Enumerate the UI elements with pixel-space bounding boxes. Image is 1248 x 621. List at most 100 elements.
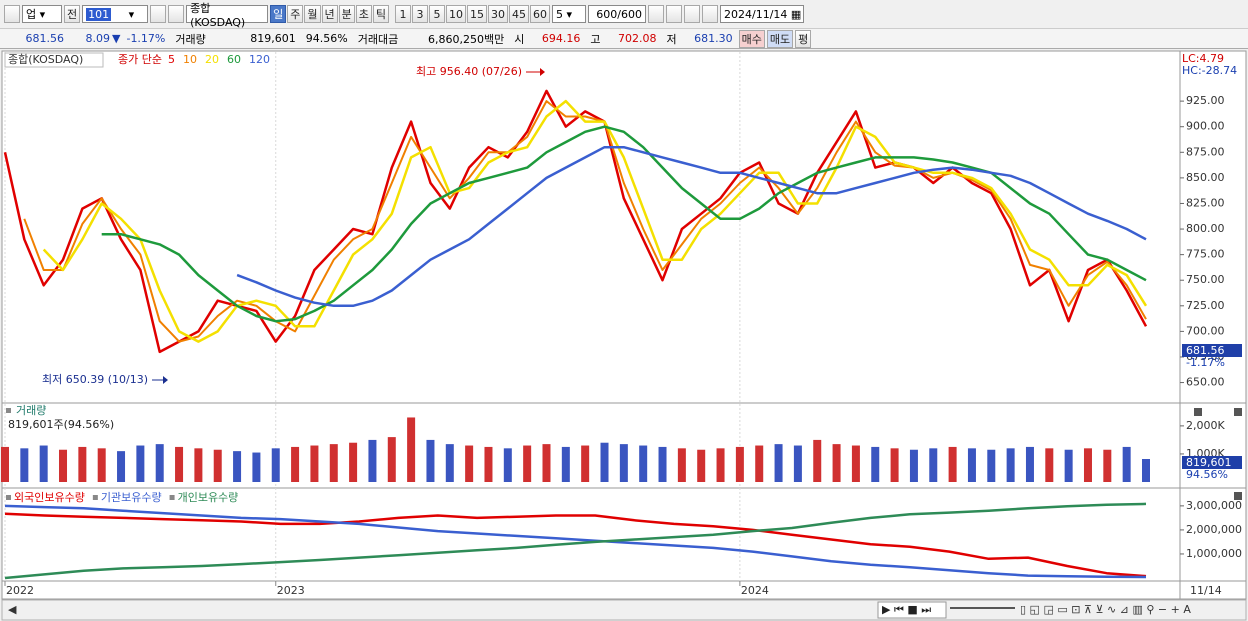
volume-bar [368, 439, 377, 482]
volume-bar [291, 446, 300, 482]
date-input[interactable]: 2024/11/14 ▦ [720, 5, 804, 23]
volume-bar [967, 448, 976, 482]
interval-button[interactable]: 3 [412, 5, 428, 23]
buy-button[interactable]: 매수 [738, 29, 765, 48]
volume-bar [484, 446, 493, 482]
series-line [101, 125, 1147, 323]
count-input[interactable]: 600/600 [588, 5, 646, 23]
sound-icon[interactable] [168, 5, 185, 23]
volume-bar [851, 445, 860, 482]
legend-item: 20 [205, 53, 219, 66]
volume-bar [697, 449, 706, 482]
period-button[interactable]: 년 [321, 5, 338, 23]
high-label: 고 [590, 32, 601, 46]
mode-button[interactable]: 전 [64, 5, 81, 23]
volume-bar [194, 448, 203, 482]
x-tick-label: 2022 [6, 584, 34, 597]
save-icon[interactable] [684, 5, 700, 23]
legend-swatch [6, 495, 11, 500]
volume: 819,601 [250, 32, 296, 45]
period-button[interactable]: 틱 [372, 5, 389, 23]
volume-bar [581, 445, 590, 482]
indicator: LC:4.79 [1182, 52, 1224, 65]
x-tick-label: 2023 [277, 584, 305, 597]
x-end-label: 11/14 [1190, 584, 1222, 597]
search-icon[interactable] [150, 5, 167, 23]
count: 600 [596, 7, 618, 21]
nav-buttons[interactable]: ▶ ⏮ ■ ⏭ ▯ ◱ ◲ ▭ ⊡ ⊼ ⊻ ∿ ⊿ ▥ ⚲ − + A [877, 601, 1191, 619]
sell-button[interactable]: 매도 [766, 29, 794, 48]
y-tick-label: 850.00 [1186, 171, 1225, 184]
panel-close[interactable] [1234, 408, 1242, 416]
amount: 6,860,250백만 [427, 32, 505, 46]
legend-item: 외국인보유수량 [14, 491, 85, 504]
series-line [4, 512, 1147, 578]
high: 702.08 [617, 32, 657, 45]
low-arrowhead [163, 376, 168, 384]
volume-bar [1045, 448, 1054, 482]
volume-box-label: 819,601 [1186, 456, 1232, 469]
code-input[interactable]: 101 ▾ [82, 5, 149, 23]
amount-label: 거래대금 [357, 32, 399, 46]
volume-bar [658, 446, 667, 482]
volume-bar [1064, 449, 1073, 482]
interval-button[interactable]: 10 [446, 5, 466, 23]
series-line [42, 99, 1148, 343]
period-button[interactable]: 월 [304, 5, 321, 23]
index-name: 종합(KOSDAQ) [8, 53, 83, 66]
interval-button[interactable]: 60 [530, 5, 550, 23]
y-tick-label: 2,000K [1186, 419, 1225, 432]
volume-title: 거래량 [16, 404, 46, 417]
legend-item: 개인보유수량 [178, 491, 239, 504]
scroll-left[interactable]: ◀ [8, 603, 17, 616]
period-button[interactable]: 분 [338, 5, 355, 23]
low: 681.30 [694, 32, 733, 45]
panel-close[interactable] [1194, 408, 1202, 416]
volume-label: 거래량 [175, 32, 206, 46]
volume-bar [20, 448, 29, 482]
y-tick-label: 775.00 [1186, 248, 1225, 261]
panel-close[interactable] [1234, 492, 1242, 500]
interval-button[interactable]: 15 [467, 5, 487, 23]
interval-buttons: 1 3 5 10 15 30 45 60 [395, 5, 550, 23]
volume-bar [1122, 446, 1131, 482]
legend-title: 종가 단순 [118, 53, 162, 66]
period-button[interactable]: 일 [270, 5, 287, 23]
volume-bar [233, 451, 242, 482]
avg-button[interactable]: 평 [795, 29, 812, 48]
volume-bar [793, 445, 802, 482]
volume-bar [271, 448, 280, 482]
period-button[interactable]: 초 [355, 5, 372, 23]
y-tick-label: 825.00 [1186, 196, 1225, 209]
volume-bar [619, 444, 628, 482]
interval-button[interactable]: 1 [395, 5, 411, 23]
change: 8.09 [85, 32, 111, 45]
nav-icons[interactable]: ▶ ⏮ ■ ⏭ [882, 603, 931, 616]
market-select[interactable]: 업 ▾ [22, 5, 62, 23]
y-tick-label: 800.00 [1186, 222, 1225, 235]
y-tick-label: 700.00 [1186, 324, 1225, 337]
price-legend: 종합(KOSDAQ) 종가 단순 5 10 20 60 120 [4, 52, 270, 68]
tool-icon[interactable] [666, 5, 682, 23]
y-tick-label: 725.00 [1186, 299, 1225, 312]
menu-icon[interactable] [4, 5, 20, 23]
settings-icon[interactable] [702, 5, 718, 23]
high-annotation: 최고 956.40 (07/26) [416, 65, 522, 78]
volume-bar [426, 439, 435, 482]
y-tick-label: 2,000,000 [1186, 523, 1242, 536]
volume-bar [349, 442, 358, 482]
y-tick-label: 925.00 [1186, 94, 1225, 107]
tool-icon[interactable] [648, 5, 664, 23]
volume-bar [813, 439, 822, 482]
interval-button[interactable]: 5 [429, 5, 445, 23]
interval-value: 5 [556, 7, 563, 21]
interval-button[interactable]: 30 [488, 5, 508, 23]
nav-box[interactable] [877, 601, 947, 619]
volume-bar [890, 448, 899, 482]
tool-icons[interactable]: ▯ ◱ ◲ ▭ ⊡ ⊼ ⊻ ∿ ⊿ ▥ ⚲ − + A [1020, 603, 1191, 616]
period-button[interactable]: 주 [287, 5, 304, 23]
interval-button[interactable]: 45 [509, 5, 529, 23]
interval-select[interactable]: 5 ▾ [552, 5, 586, 23]
